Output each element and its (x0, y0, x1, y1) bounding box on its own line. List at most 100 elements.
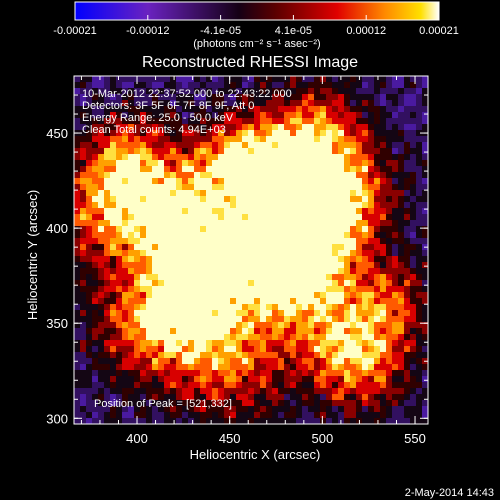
heatmap-cell (110, 310, 117, 317)
heatmap-cell (380, 190, 387, 197)
heatmap-cell (152, 136, 159, 143)
heatmap-cell (320, 316, 327, 323)
heatmap-cell (182, 280, 189, 287)
heatmap-cell (152, 250, 159, 257)
heatmap-cell (140, 364, 147, 371)
heatmap-cell (422, 232, 428, 239)
heatmap-cell (98, 142, 105, 149)
heatmap-cell (320, 172, 327, 179)
heatmap-cell (206, 112, 213, 119)
heatmap-cell (212, 94, 219, 101)
heatmap-cell (74, 400, 81, 407)
heatmap-cell (260, 292, 267, 299)
heatmap-cell (290, 190, 297, 197)
heatmap-cell (74, 286, 81, 293)
heatmap-cell (188, 136, 195, 143)
heatmap-cell (98, 412, 105, 419)
heatmap-cell (296, 340, 303, 347)
heatmap-cell (422, 292, 428, 299)
heatmap-cell (128, 178, 135, 185)
heatmap-cell (146, 400, 153, 407)
heatmap-cell (224, 94, 231, 101)
heatmap-cell (356, 112, 363, 119)
heatmap-cell (110, 190, 117, 197)
heatmap-cell (392, 118, 399, 125)
heatmap-cell (344, 244, 351, 251)
heatmap-cell (356, 184, 363, 191)
heatmap-cell (302, 298, 309, 305)
heatmap-cell (164, 346, 171, 353)
heatmap-cell (158, 238, 165, 245)
heatmap-cell (332, 244, 339, 251)
heatmap-cell (206, 160, 213, 167)
heatmap-cell (104, 244, 111, 251)
heatmap-cell (308, 244, 315, 251)
heatmap-cell (410, 298, 417, 305)
heatmap-cell (188, 160, 195, 167)
heatmap-cell (74, 262, 81, 269)
heatmap-cell (338, 256, 345, 263)
heatmap-cell (146, 172, 153, 179)
heatmap-cell (128, 340, 135, 347)
heatmap-cell (170, 190, 177, 197)
heatmap-cell (122, 118, 129, 125)
heatmap-cell (422, 256, 428, 263)
heatmap-cell (398, 118, 405, 125)
heatmap-cell (290, 394, 297, 401)
heatmap-cell (146, 418, 153, 424)
heatmap-cell (350, 304, 357, 311)
heatmap-cell (380, 352, 387, 359)
heatmap-cell (380, 286, 387, 293)
heatmap-cell (386, 364, 393, 371)
heatmap-cell (206, 262, 213, 269)
heatmap-cell (218, 388, 225, 395)
heatmap-cell (248, 178, 255, 185)
heatmap-cell (386, 106, 393, 113)
heatmap-cell (392, 382, 399, 389)
heatmap-cell (326, 196, 333, 203)
heatmap-cell (74, 250, 81, 257)
heatmap-cell (374, 184, 381, 191)
heatmap-cell (362, 316, 369, 323)
heatmap-cell (188, 256, 195, 263)
heatmap-cell (146, 376, 153, 383)
heatmap-cell (248, 154, 255, 161)
heatmap-cell (374, 172, 381, 179)
heatmap-cell (356, 316, 363, 323)
heatmap-cell (410, 304, 417, 311)
heatmap-cell (404, 112, 411, 119)
heatmap-cell (242, 406, 249, 413)
heatmap-cell (278, 202, 285, 209)
heatmap-cell (314, 94, 321, 101)
heatmap-cell (194, 88, 201, 95)
heatmap-cell (248, 136, 255, 143)
heatmap-cell (398, 262, 405, 269)
heatmap-cell (266, 172, 273, 179)
heatmap-cell (344, 304, 351, 311)
heatmap-cell (332, 328, 339, 335)
heatmap-cell (134, 100, 141, 107)
heatmap-cell (134, 358, 141, 365)
heatmap-cell (200, 244, 207, 251)
heatmap-cell (242, 196, 249, 203)
heatmap-cell (206, 178, 213, 185)
heatmap-cell (188, 196, 195, 203)
heatmap-cell (404, 220, 411, 227)
heatmap-cell (410, 274, 417, 281)
heatmap-cell (308, 292, 315, 299)
heatmap-cell (344, 94, 351, 101)
heatmap-cell (398, 316, 405, 323)
heatmap-cell (368, 208, 375, 215)
heatmap-cell (260, 88, 267, 95)
heatmap-cell (212, 346, 219, 353)
heatmap-cell (86, 124, 93, 131)
heatmap-cell (230, 418, 237, 424)
heatmap-cell (200, 370, 207, 377)
heatmap-cell (218, 280, 225, 287)
heatmap-cell (188, 274, 195, 281)
heatmap-cell (386, 208, 393, 215)
heatmap-cell (128, 166, 135, 173)
heatmap-cell (410, 238, 417, 245)
heatmap-cell (248, 82, 255, 89)
heatmap-cell (176, 190, 183, 197)
